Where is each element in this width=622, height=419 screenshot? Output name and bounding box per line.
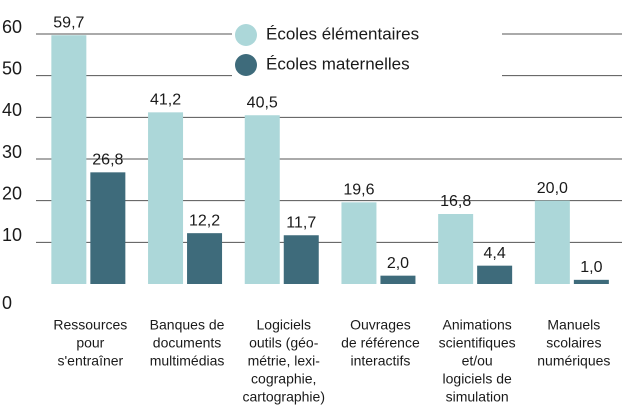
legend-swatch — [235, 54, 257, 76]
x-tick-label: cartographie) — [243, 389, 326, 405]
bar — [534, 200, 570, 284]
x-tick-label: Banques de — [150, 317, 225, 333]
y-tick-label: 50 — [2, 58, 22, 78]
value-label: 59,7 — [53, 14, 84, 31]
value-label: 41,2 — [150, 92, 181, 109]
legend-swatch — [235, 24, 257, 46]
bar — [573, 279, 609, 284]
y-tick-label: 30 — [2, 142, 22, 162]
bar — [51, 35, 87, 284]
x-tick-label: simulation — [446, 389, 509, 405]
x-tick-label: et/ou — [462, 353, 493, 369]
legend-label: Écoles élémentaires — [266, 24, 419, 43]
value-label: 20,0 — [537, 180, 568, 197]
value-label: 2,0 — [387, 255, 409, 272]
value-label: 40,5 — [247, 94, 278, 111]
y-tick-label: 20 — [2, 183, 22, 203]
x-tick-label: numériques — [537, 353, 610, 369]
bar — [244, 115, 280, 284]
x-tick-label: de référence — [341, 335, 420, 351]
bar — [380, 275, 416, 284]
legend-background — [232, 18, 502, 82]
bar — [283, 235, 319, 284]
value-label: 26,8 — [92, 152, 123, 169]
x-tick-label: logiciels de — [443, 371, 512, 387]
value-label: 11,7 — [286, 214, 316, 231]
bar — [477, 265, 513, 284]
legend-label: Écoles maternelles — [266, 54, 410, 73]
value-label: 12,2 — [189, 212, 220, 229]
value-label: 16,8 — [440, 193, 471, 210]
x-tick-label: Ouvrages — [350, 317, 411, 333]
y-tick-label: 60 — [2, 17, 22, 37]
x-tick-label: documents — [153, 335, 221, 351]
x-tick-label: pour — [76, 335, 104, 351]
legend: Écoles élémentaires Écoles maternelles — [232, 18, 502, 82]
x-tick-label: outils (géo- — [249, 335, 319, 351]
x-tick-label: scientifiques — [439, 335, 516, 351]
x-tick-label: scolaires — [546, 335, 601, 351]
x-tick-label: métrie, lexi- — [248, 353, 321, 369]
x-tick-label: Ressources — [53, 317, 127, 333]
y-tick-label: 10 — [2, 225, 22, 245]
value-label: 1,0 — [580, 259, 602, 276]
bar — [438, 214, 474, 284]
bar — [341, 202, 377, 284]
x-tick-label: Animations — [443, 317, 512, 333]
bar — [90, 172, 126, 284]
y-tick-label: 40 — [2, 100, 22, 120]
x-tick-label: Logiciels — [257, 317, 311, 333]
x-tick-label: cographie, — [251, 371, 316, 387]
y-tick-label: 0 — [2, 293, 12, 313]
x-tick-label: s'entraîner — [57, 353, 123, 369]
value-label: 4,4 — [484, 245, 506, 262]
bar — [148, 112, 184, 284]
x-tick-label: interactifs — [350, 353, 410, 369]
x-tick-label: Manuels — [547, 317, 600, 333]
value-label: 19,6 — [343, 182, 374, 199]
bar — [187, 233, 223, 284]
x-tick-label: multimédias — [150, 353, 225, 369]
